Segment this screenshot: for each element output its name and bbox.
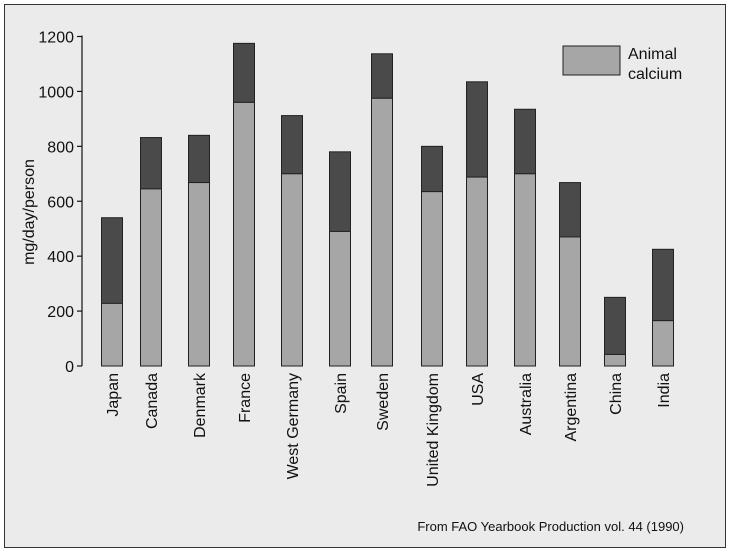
bar-other-united-kingdom xyxy=(421,145,443,193)
bar-other-denmark xyxy=(188,134,210,184)
category-label: China xyxy=(608,373,625,415)
chart-frame xyxy=(4,4,726,548)
bar-other-canada xyxy=(140,137,162,190)
category-label: France xyxy=(237,373,254,423)
category-label: Spain xyxy=(333,373,350,414)
bar-other-australia xyxy=(514,108,536,175)
y-tick-label: 0 xyxy=(65,359,74,376)
bar-other-spain xyxy=(329,151,351,232)
source-note: From FAO Yearbook Production vol. 44 (19… xyxy=(417,519,684,534)
legend: Animal calcium xyxy=(562,45,682,83)
legend-label-line1: Animal xyxy=(628,46,677,63)
category-label: Denmark xyxy=(192,372,209,438)
category-label: Sweden xyxy=(375,373,392,431)
bar-animal-spain xyxy=(329,230,351,367)
bar-other-sweden xyxy=(371,53,393,99)
y-tick-label: 1200 xyxy=(38,30,74,47)
y-tick-label: 800 xyxy=(47,139,74,156)
category-labels: Japan Canada Denmark France West Germany Spai… xyxy=(105,372,673,487)
category-label: Australia xyxy=(518,373,535,435)
y-axis-title: mg/day/person xyxy=(21,159,38,265)
bar-animal-canada xyxy=(140,188,162,367)
bar-animal-india xyxy=(652,320,674,367)
legend-swatch-animal-calcium xyxy=(562,45,621,76)
bar-animal-france xyxy=(233,101,255,367)
bar-other-china xyxy=(604,296,626,355)
bar-animal-australia xyxy=(514,173,536,367)
category-label: West Germany xyxy=(285,373,302,479)
bar-other-usa xyxy=(466,81,488,178)
category-label: United Kingdom xyxy=(425,373,442,487)
category-label: Japan xyxy=(105,373,122,417)
bar-other-west-germany xyxy=(281,115,303,175)
bar-animal-united-kingdom xyxy=(421,191,443,367)
bar-other-argentina xyxy=(559,182,581,238)
bar-animal-west-germany xyxy=(281,173,303,367)
bar-animal-argentina xyxy=(559,236,581,367)
y-tick-label: 400 xyxy=(47,249,74,266)
y-tick-label: 200 xyxy=(47,304,74,321)
legend-label-line2: calcium xyxy=(628,66,682,83)
category-label: India xyxy=(656,373,673,408)
bar-other-france xyxy=(233,42,255,103)
y-axis: 0 200 400 600 800 1000 1200 xyxy=(38,30,83,376)
category-label: Canada xyxy=(144,373,161,429)
bar-animal-sweden xyxy=(371,97,393,367)
category-label: Argentina xyxy=(563,373,580,442)
bar-other-japan xyxy=(101,217,123,304)
bar-animal-japan xyxy=(101,302,123,367)
bar-animal-usa xyxy=(466,176,488,367)
y-tick-label: 600 xyxy=(47,194,74,211)
bars-group xyxy=(101,42,674,367)
bar-animal-china xyxy=(604,353,626,367)
bar-other-india xyxy=(652,248,674,322)
y-tick-label: 1000 xyxy=(38,84,74,101)
category-label: USA xyxy=(470,373,487,406)
bar-animal-denmark xyxy=(188,182,210,367)
